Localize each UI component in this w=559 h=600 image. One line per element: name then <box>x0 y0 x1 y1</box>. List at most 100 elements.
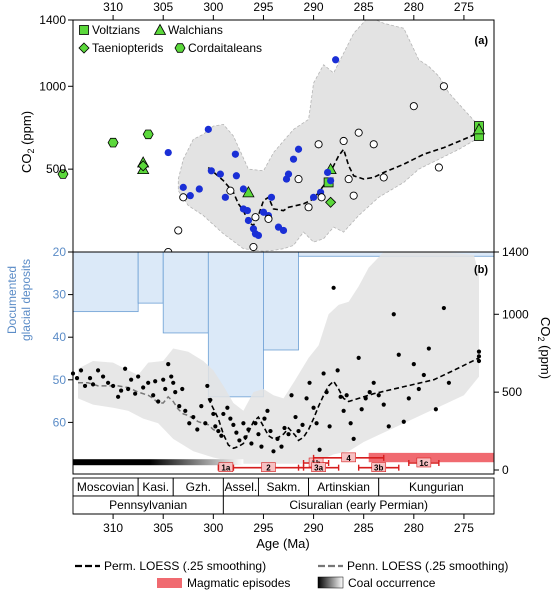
glacial-bar-2 <box>162 251 209 334</box>
bottom-tick-label: 305 <box>153 521 173 535</box>
panel-a-point-s4-16 <box>254 231 263 240</box>
panel-b-point-92 <box>401 419 406 424</box>
legend-walchians-icon <box>153 23 167 35</box>
panel-b-y-axis-label: CO2 (ppm) <box>536 317 553 379</box>
panel-a-point-s3-2 <box>142 129 154 140</box>
panel-b-point-87 <box>376 393 381 398</box>
panel-b-point-32 <box>191 414 196 420</box>
panel-a-y-tick-label: 1000 <box>39 79 66 93</box>
panel-a-legend: Voltzians Walchians Taeniopterids Cordaital… <box>78 23 262 55</box>
panel-a-point-s5-2 <box>179 193 188 202</box>
panel-b-point-12 <box>123 366 128 371</box>
panel-a-point-s5-12 <box>344 175 353 184</box>
magmatic-episode-label-1a: 1a <box>221 464 230 473</box>
magmatic-episode-label-1c: 1c <box>419 459 428 468</box>
panel-a-point-s4-19 <box>267 193 276 201</box>
panel-b-point-4 <box>87 376 93 381</box>
panel-a-top-tick-label: 275 <box>454 0 474 14</box>
magmatic-episodes: 1a21b3a43b1c <box>217 452 494 473</box>
panel-b-point-98 <box>433 407 438 412</box>
panel-a-label: (a) <box>475 35 489 47</box>
panel-b-point-20 <box>153 379 158 384</box>
panel-b-point-60 <box>279 444 284 449</box>
panel-a-point-s1-4 <box>472 123 486 135</box>
panel-b-point-70 <box>314 421 319 426</box>
magmatic-episode-label-4: 4 <box>346 454 351 463</box>
panel-b-point-45 <box>231 422 236 427</box>
epoch-label-0: Pennsylvanian <box>109 498 187 512</box>
panel-b-left-tick-label: 40 <box>53 330 67 344</box>
panel-b-point-54 <box>259 444 264 449</box>
panel-a-point-s5-5 <box>251 213 260 222</box>
panel-b-point-76 <box>335 368 340 373</box>
panel-b-point-66 <box>300 422 305 427</box>
panel-b-point-86 <box>371 380 376 385</box>
panel-a-top-tick-label: 305 <box>153 0 173 14</box>
panel-b-point-79 <box>344 393 349 398</box>
panel-b-point-69 <box>311 405 316 410</box>
panel-a-point-s4-24 <box>289 155 298 163</box>
glacial-bar-0 <box>72 251 139 313</box>
coal-legend-label: Coal occurrence <box>348 576 436 590</box>
panel-a-point-s5-17 <box>409 102 418 111</box>
panel-b-point-95 <box>416 386 421 392</box>
panel-b-point-36 <box>205 383 210 389</box>
panel-a-point-s4-23 <box>284 170 293 178</box>
bottom-legend: Perm. LOESS (.25 smoothing) Penn. LOESS … <box>75 559 508 590</box>
panel-b-point-56 <box>265 408 270 413</box>
panel-a-point-s4-1 <box>179 183 187 191</box>
panel-a-point-s5-3 <box>226 186 235 195</box>
panel-a-point-s4-6 <box>216 170 224 178</box>
panel-b-point-49 <box>243 435 248 440</box>
panel-b-point-11 <box>119 388 124 393</box>
magmatic-episode-box-4 <box>341 452 356 463</box>
stage-label-3: Assel. <box>225 480 258 494</box>
magmatic-episode-label-3b: 3b <box>374 464 383 473</box>
legend-cordaitaleans-icon <box>174 43 186 53</box>
panel-a-point-s4-10 <box>239 185 248 193</box>
panel-b-point-84 <box>363 396 368 401</box>
panel-a-points <box>57 56 486 257</box>
panel-b-point-57 <box>268 428 273 434</box>
panel-a-point-s5-4 <box>249 242 258 252</box>
panel-b-point-46 <box>234 430 239 435</box>
magmatic-legend-label: Magmatic episodes <box>187 576 290 590</box>
panel-a-point-s5-19 <box>439 82 448 91</box>
panel-b-point-103 <box>476 358 482 364</box>
legend-voltzians-icon <box>79 25 89 35</box>
panel-b-point-15 <box>133 391 138 396</box>
panel-b-right-tick-label: 500 <box>502 385 522 399</box>
panel-b-point-7 <box>100 374 106 379</box>
panel-b-point-42 <box>221 411 226 417</box>
panel-b-right-tick-label: 0 <box>502 463 509 477</box>
panel-b-point-81 <box>351 436 356 441</box>
panel-b-left-tick-label: 50 <box>53 373 67 387</box>
magmatic-legend-swatch <box>157 578 182 588</box>
panel-b-point-33 <box>195 427 200 432</box>
panel-a-point-s4-3 <box>195 185 203 193</box>
panel-b-point-22 <box>161 377 166 382</box>
panel-a-point-s4-8 <box>231 150 239 158</box>
panel-b-point-65 <box>296 428 301 434</box>
panel-b-point-83 <box>359 407 364 412</box>
panel-b-point-19 <box>151 393 156 398</box>
panel-b-point-27 <box>173 390 178 395</box>
bottom-tick-label: 295 <box>253 521 273 535</box>
panel-b-point-97 <box>426 346 431 351</box>
bottom-tick-label: 290 <box>304 521 324 535</box>
panel-a-top-tick-label: 280 <box>404 0 424 14</box>
coal-occurrence-gradient <box>73 459 244 466</box>
panel-b-point-59 <box>275 436 280 441</box>
panel-b-point-93 <box>406 396 411 401</box>
panel-b-point-64 <box>293 414 298 420</box>
panel-b-point-78 <box>341 408 346 413</box>
bottom-tick-label: 280 <box>404 521 424 535</box>
panel-b-envelope <box>78 252 479 464</box>
panel-a-point-s5-1 <box>174 226 183 235</box>
panel-b-point-8 <box>105 380 111 385</box>
magmatic-episode-label-3a: 3a <box>314 464 323 473</box>
penn-loess-legend-label: Penn. LOESS (.25 smoothing) <box>347 559 508 573</box>
panel-b-perm-loess-line <box>207 357 480 450</box>
